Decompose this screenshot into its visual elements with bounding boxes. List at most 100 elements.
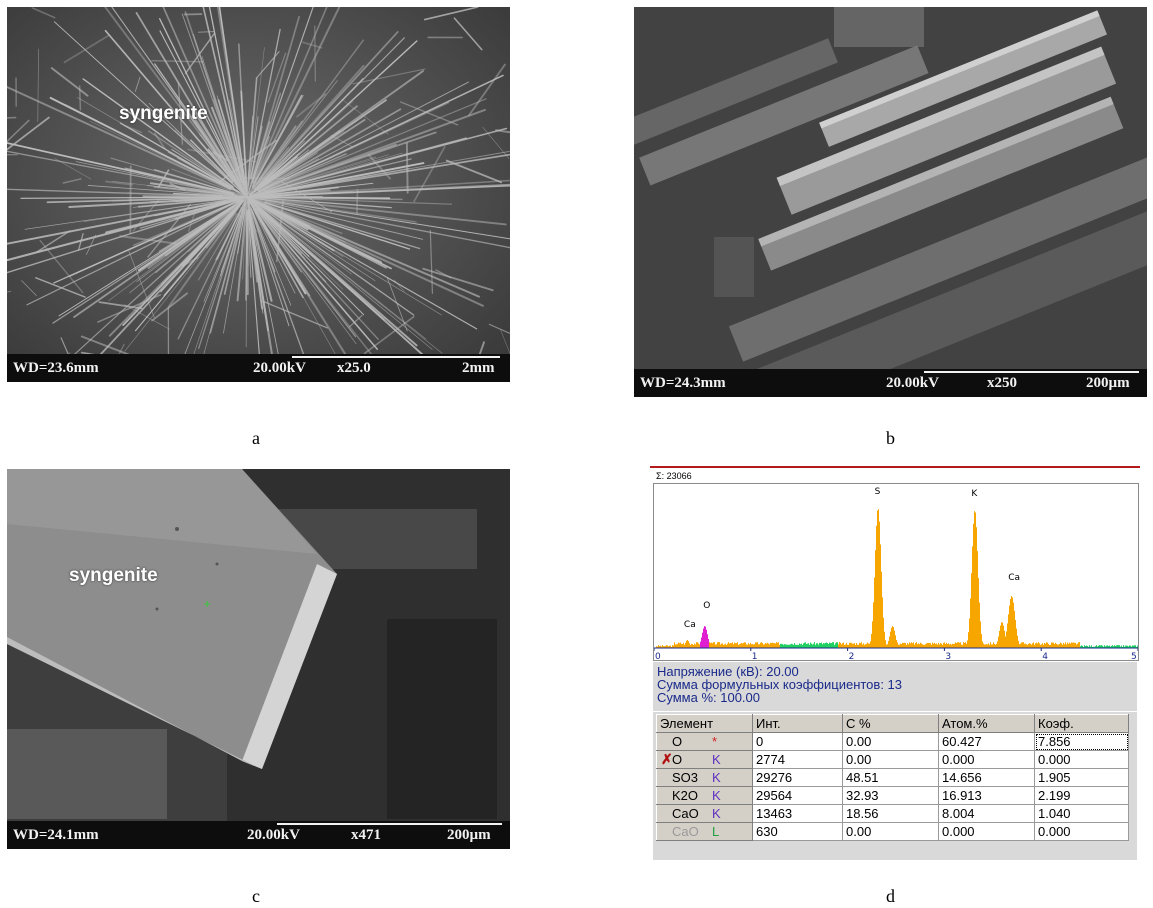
spectrum-bar xyxy=(757,642,758,648)
table-row[interactable]: O * 0 0.00 60.427 7.856 xyxy=(656,732,1129,751)
needle-crystal xyxy=(7,188,246,198)
koef-cell[interactable]: 0.000 xyxy=(1034,822,1129,841)
needle-crystal xyxy=(52,205,234,324)
spectrum-bar xyxy=(1095,646,1096,648)
c-percent-cell: 0.00 xyxy=(842,750,939,769)
koef-cell[interactable]: 1.905 xyxy=(1034,768,1129,787)
element-cell[interactable]: ✗ O K xyxy=(656,750,753,769)
column-header-koef[interactable]: Коэф. xyxy=(1034,714,1129,733)
spectrum-bar xyxy=(1126,645,1127,648)
table-row[interactable]: CaO L 630 0.00 0.000 0.000 xyxy=(656,822,1129,841)
koef-cell[interactable]: 7.856 xyxy=(1034,732,1129,751)
needle-crystal xyxy=(453,17,483,51)
spectrum-bar xyxy=(1010,599,1011,648)
table-row[interactable]: ✗ O K 2774 0.00 0.000 0.000 xyxy=(656,750,1129,769)
spectrum-bar xyxy=(1024,643,1025,648)
table-row[interactable]: K2O K 29564 32.93 16.913 2.199 xyxy=(656,786,1129,805)
needle-crystal xyxy=(246,200,270,332)
spectrum-bar xyxy=(933,643,934,648)
spectrum-bar xyxy=(711,642,712,648)
needle-crystal xyxy=(296,93,327,118)
spectrum-bar xyxy=(865,644,866,648)
spectrum-bar xyxy=(1052,642,1053,648)
needle-crystal xyxy=(198,208,244,349)
spectrum-bar xyxy=(674,642,675,648)
koef-cell[interactable]: 1.040 xyxy=(1034,804,1129,823)
spectrum-bar xyxy=(737,642,738,648)
spectrum-bar xyxy=(952,643,953,648)
column-header-atom-percent[interactable]: Атом.% xyxy=(938,714,1035,733)
spectrum-bar xyxy=(874,577,875,648)
element-cell[interactable]: SO3 K xyxy=(656,768,753,787)
spectrum-bar xyxy=(792,644,793,648)
spectrum-bar xyxy=(831,643,832,648)
accelerating-voltage: 20.00kV xyxy=(247,827,300,843)
table-row[interactable]: CaO K 13463 18.56 8.004 1.040 xyxy=(656,804,1129,823)
window-border xyxy=(650,466,1140,468)
spectrum-bar xyxy=(678,642,679,648)
koef-cell[interactable]: 2.199 xyxy=(1034,786,1129,805)
needle-crystal xyxy=(445,159,503,184)
element-cell[interactable]: CaO K xyxy=(656,804,753,823)
element-cell[interactable]: CaO L xyxy=(656,822,753,841)
element-line: K xyxy=(712,788,721,803)
column-header-int[interactable]: Инт. xyxy=(752,714,843,733)
table-row[interactable]: SO3 K 29276 48.51 14.656 1.905 xyxy=(656,768,1129,787)
spectrum-bar xyxy=(1051,642,1052,648)
spectrum-bar xyxy=(797,644,798,648)
column-header-c-percent[interactable]: C % xyxy=(842,714,939,733)
needle-crystal xyxy=(39,239,84,294)
spectrum-bar xyxy=(750,642,751,648)
spectrum-bar xyxy=(1132,645,1133,648)
element-name: CaO xyxy=(672,824,699,839)
needle-crystal xyxy=(267,52,287,103)
int-cell: 630 xyxy=(752,822,843,841)
spectrum-bar xyxy=(1093,646,1094,648)
working-distance: WD=23.6mm xyxy=(13,360,99,376)
needle-crystal xyxy=(216,197,247,260)
c-percent-cell: 48.51 xyxy=(842,768,939,787)
magnification: x250 xyxy=(987,375,1017,391)
spectrum-bar xyxy=(961,644,962,648)
spectrum-bar xyxy=(980,621,981,648)
element-cell[interactable]: O * xyxy=(656,732,753,751)
element-name: O xyxy=(672,734,683,749)
spectrum-bar xyxy=(716,644,717,648)
spectrum-bar xyxy=(1068,643,1069,648)
needle-crystal xyxy=(301,41,323,49)
scale-bar-label: 2mm xyxy=(462,360,495,376)
needle-crystal xyxy=(251,94,303,188)
needle-crystal xyxy=(387,278,408,332)
column-header-element[interactable]: Элемент xyxy=(656,714,753,733)
spectrum-bar xyxy=(862,644,863,648)
spectrum-bar xyxy=(689,643,690,648)
koef-cell[interactable]: 0.000 xyxy=(1034,750,1129,769)
needle-crystal xyxy=(482,127,510,159)
spectrum-bar xyxy=(799,643,800,648)
needle-crystal xyxy=(181,13,245,189)
c-percent-cell: 18.56 xyxy=(842,804,939,823)
spectrum-bar xyxy=(663,646,664,648)
spectrum-bar xyxy=(828,644,829,648)
c-percent-cell: 0.00 xyxy=(842,732,939,751)
spectrum-bar xyxy=(829,642,830,648)
needle-crystal xyxy=(252,208,296,294)
sem-info-bar: WD=24.1mm 20.00kV x471 200µm xyxy=(7,821,510,849)
needle-crystal xyxy=(7,150,235,196)
excluded-mark-icon[interactable]: ✗ xyxy=(661,751,673,767)
spectrum-bar xyxy=(936,643,937,648)
spectrum-bar xyxy=(979,602,980,648)
spectrum-bar xyxy=(942,644,943,648)
spectrum-bar xyxy=(990,642,991,648)
sem-image-c: + syngenite WD=24.1mm 20.00kV x471 200µm xyxy=(7,469,510,849)
spectrum-bar xyxy=(1023,642,1024,648)
needle-crystal xyxy=(263,158,319,189)
needle-crystal xyxy=(268,153,510,195)
needle-crystal xyxy=(249,198,310,258)
caption-a: a xyxy=(252,428,260,448)
needle-crystal xyxy=(97,294,162,323)
element-cell[interactable]: K2O K xyxy=(656,786,753,805)
needle-crystal xyxy=(50,67,89,97)
needle-crystal xyxy=(80,335,130,356)
spectrum-bar xyxy=(742,643,743,648)
